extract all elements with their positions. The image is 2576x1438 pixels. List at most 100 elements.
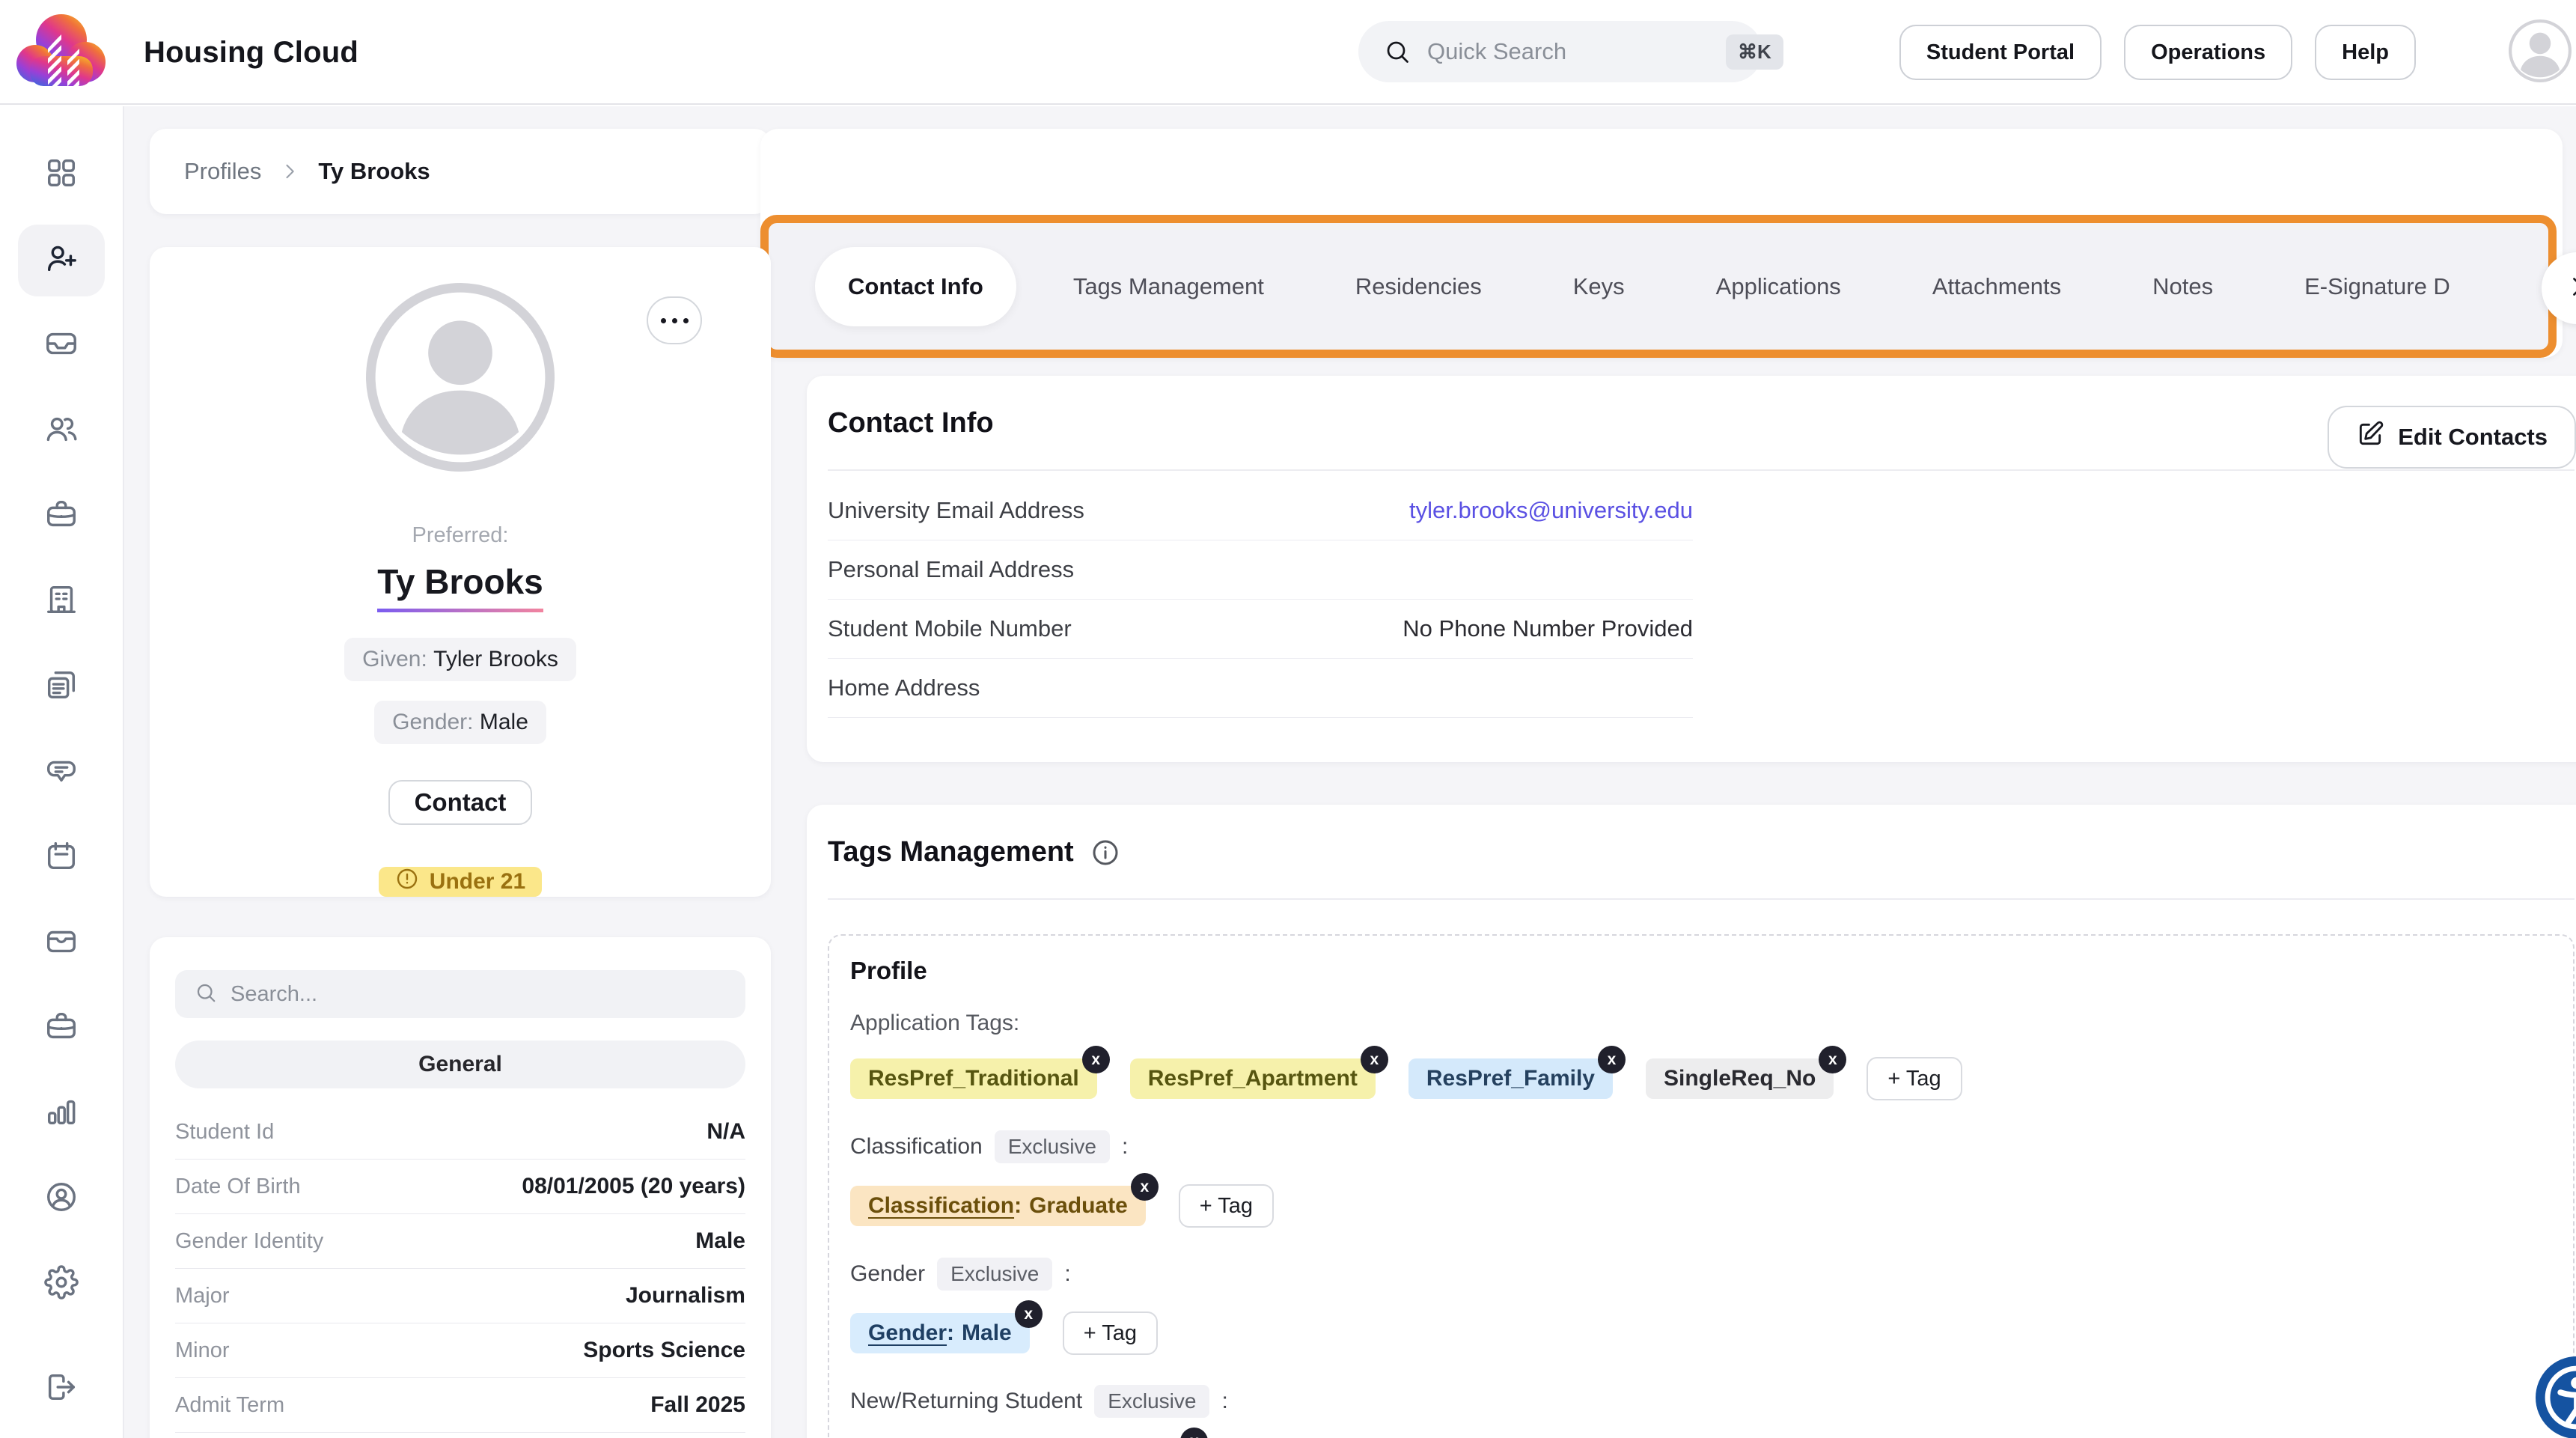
contact-value: No Phone Number Provided — [1403, 615, 1693, 642]
help-button[interactable]: Help — [2315, 25, 2416, 80]
tag-label: ResPref_Apartment — [1147, 1066, 1358, 1091]
contact-info-title: Contact Info — [828, 407, 994, 439]
tag-classification-graduate[interactable]: Classification: Graduate x — [850, 1173, 1159, 1226]
add-tag-button[interactable]: + Tag — [1178, 1184, 1275, 1228]
tab-attachments[interactable]: Attachments — [1932, 272, 2062, 299]
user-circle-icon — [44, 1180, 79, 1218]
group-colon: : — [1122, 1134, 1129, 1159]
edit-pencil-icon — [2356, 420, 2384, 454]
detail-row-student-id: Student Id N/A — [175, 1105, 745, 1160]
tab-tags-management[interactable]: Tags Management — [1072, 272, 1264, 299]
sidebar-item-calendar[interactable] — [18, 822, 105, 894]
general-section-header[interactable]: General — [175, 1041, 745, 1088]
student-avatar — [366, 283, 555, 475]
sidebar-item-building[interactable] — [18, 566, 105, 638]
quick-search-input[interactable] — [1427, 38, 1726, 65]
accessibility-widget-button[interactable] — [2536, 1356, 2576, 1438]
under-21-label: Under 21 — [429, 869, 526, 894]
tag-label: ResPref_Family — [1426, 1066, 1595, 1091]
details-search[interactable] — [175, 970, 745, 1018]
tag-respref-family[interactable]: ResPref_Family x — [1408, 1046, 1626, 1099]
remove-x-icon[interactable]: x — [1360, 1046, 1388, 1073]
sidebar-item-wallet[interactable] — [18, 907, 105, 978]
sidebar-item-dashboard[interactable] — [18, 139, 105, 211]
detail-label: Student Id — [175, 1119, 275, 1144]
sidebar-item-settings[interactable] — [18, 1248, 105, 1320]
add-tag-button[interactable]: + Tag — [1867, 1057, 1962, 1100]
tag-colon: : — [1014, 1193, 1022, 1218]
contact-label: University Email Address — [828, 497, 1084, 523]
sidebar-item-applications[interactable] — [18, 651, 105, 723]
detail-label: Date Of Birth — [175, 1174, 301, 1198]
contact-button[interactable]: Contact — [388, 780, 532, 825]
tag-gender-male[interactable]: Gender: Male x — [850, 1300, 1043, 1353]
detail-value: 08/01/2005 (20 years) — [522, 1174, 745, 1198]
operations-button[interactable]: Operations — [2124, 25, 2293, 80]
group-colon: : — [1221, 1389, 1228, 1413]
chevron-right-icon — [279, 161, 300, 182]
remove-x-icon[interactable]: x — [1180, 1428, 1209, 1438]
calendar-icon — [44, 838, 79, 877]
settings-gear-icon — [44, 1264, 79, 1303]
detail-row-dob: Date Of Birth 08/01/2005 (20 years) — [175, 1160, 745, 1214]
user-avatar[interactable] — [2509, 19, 2572, 86]
tag-value: Graduate — [1029, 1193, 1128, 1218]
remove-x-icon[interactable]: x — [1597, 1046, 1626, 1073]
student-details-card: General Student Id N/A Date Of Birth 08/01… — [150, 937, 771, 1438]
profile-tabs: Contact Info Tags Management Residencies… — [760, 215, 2557, 358]
tab-applications[interactable]: Applications — [1715, 272, 1841, 299]
gender-chip: Gender: Male — [374, 701, 546, 744]
remove-x-icon[interactable]: x — [1130, 1173, 1159, 1201]
details-search-input[interactable] — [231, 981, 726, 1007]
tag-respref-traditional[interactable]: ResPref_Traditional x — [850, 1046, 1110, 1099]
detail-value: Male — [695, 1228, 745, 1253]
sidebar-item-logout[interactable] — [18, 1353, 105, 1425]
app-title: Housing Cloud — [144, 36, 358, 69]
remove-x-icon[interactable]: x — [1081, 1046, 1110, 1073]
contact-label: Personal Email Address — [828, 556, 1075, 582]
sidebar-item-inbox[interactable] — [18, 310, 105, 382]
tab-notes[interactable]: Notes — [2152, 272, 2214, 299]
ellipsis-icon — [660, 308, 689, 323]
group-name: New/Returning Student — [850, 1389, 1083, 1413]
tab-e-signature[interactable]: E-Signature D — [2304, 272, 2450, 299]
tag-key: Classification — [868, 1193, 1015, 1218]
tag-respref-apartment[interactable]: ResPref_Apartment x — [1129, 1046, 1388, 1099]
sidebar-item-briefcase[interactable] — [18, 481, 105, 552]
sidebar-item-account[interactable] — [18, 1163, 105, 1234]
sidebar-item-messages[interactable] — [18, 737, 105, 808]
add-person-icon — [44, 241, 79, 279]
given-label: Given: — [362, 647, 427, 671]
breadcrumb-profiles-link[interactable]: Profiles — [184, 158, 262, 184]
classification-group-header: Classification Exclusive : — [850, 1130, 2552, 1163]
sidebar-item-reports[interactable] — [18, 1077, 105, 1149]
tab-contact-info[interactable]: Contact Info — [815, 246, 1016, 326]
profile-more-menu-button[interactable] — [647, 296, 702, 344]
sidebar-item-profiles[interactable] — [18, 224, 105, 296]
given-name: Tyler Brooks — [433, 647, 558, 671]
dashboard-grid-icon — [44, 156, 79, 194]
chat-icon — [44, 753, 79, 791]
sidebar-item-jobs[interactable] — [18, 992, 105, 1064]
tab-residencies[interactable]: Residencies — [1355, 272, 1482, 299]
tag-singlereq-no[interactable]: SingleReq_No x — [1645, 1046, 1847, 1099]
remove-x-icon[interactable]: x — [1819, 1046, 1847, 1073]
quick-search[interactable]: ⌘K — [1358, 21, 1783, 82]
application-tags-row: ResPref_Traditional x ResPref_Apartment x … — [850, 1046, 2552, 1100]
group-name: Gender — [850, 1261, 926, 1286]
remove-x-icon[interactable]: x — [1014, 1300, 1043, 1328]
student-portal-button[interactable]: Student Portal — [1899, 25, 2102, 80]
briefcase-icon — [44, 497, 79, 535]
tags-management-title: Tags Management — [828, 836, 1074, 868]
tag-value: Male — [962, 1320, 1012, 1345]
add-tag-button[interactable]: + Tag — [1062, 1311, 1158, 1355]
accessibility-icon — [2536, 1356, 2576, 1438]
edit-contacts-button[interactable]: Edit Contacts — [2328, 406, 2576, 469]
sidebar-item-people[interactable] — [18, 395, 105, 467]
contact-row-personal-email: Personal Email Address — [828, 540, 1693, 600]
student-profile-card: Preferred: Ty Brooks Given: Tyler Brooks… — [150, 247, 771, 897]
detail-label: Minor — [175, 1338, 230, 1362]
info-icon[interactable] — [1090, 838, 1120, 868]
tab-keys[interactable]: Keys — [1572, 272, 1625, 299]
university-email-link[interactable]: tyler.brooks@university.edu — [1409, 497, 1693, 523]
